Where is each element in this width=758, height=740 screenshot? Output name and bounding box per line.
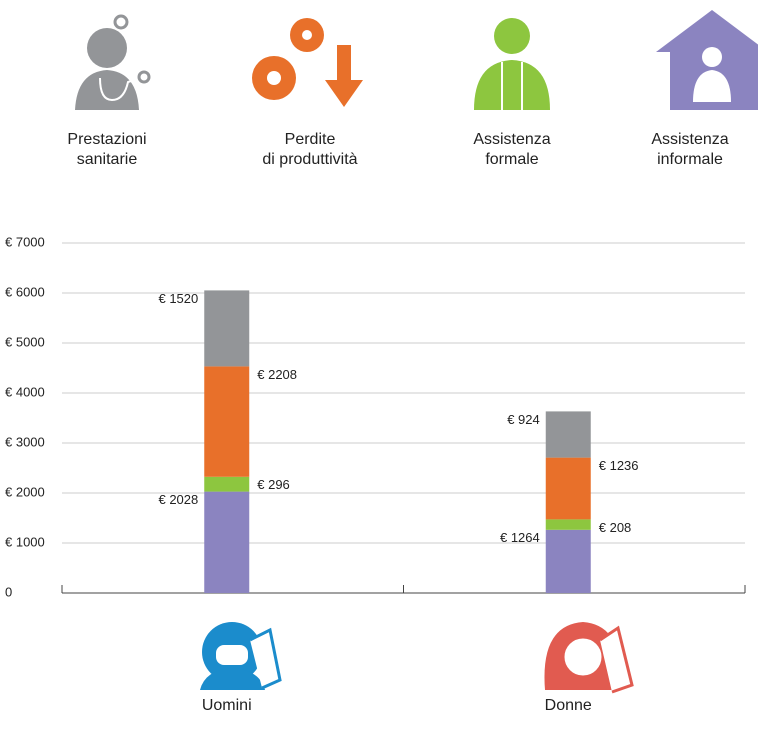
y-tick-label: € 4000	[5, 384, 45, 399]
man-icon	[200, 622, 282, 690]
y-tick-label: 0	[5, 584, 12, 599]
bar-segment	[545, 529, 591, 593]
value-label: € 2208	[257, 367, 297, 382]
value-label: € 1236	[599, 458, 639, 473]
value-label: € 2028	[158, 492, 198, 507]
doctor-icon	[75, 14, 151, 110]
woman-icon	[544, 622, 634, 694]
bar-segment	[204, 476, 250, 492]
legend-label: Assistenza formale	[473, 131, 551, 168]
bar-segment	[204, 491, 250, 593]
gears-icon	[252, 18, 363, 107]
legend-label: Assistenza informale	[651, 131, 729, 168]
bar-segment	[204, 366, 250, 477]
value-label: € 208	[599, 520, 632, 535]
y-tick-label: € 7000	[5, 234, 45, 249]
carer-icon	[474, 18, 550, 110]
y-tick-label: € 3000	[5, 434, 45, 449]
bar-segment	[545, 411, 591, 458]
category-label: Donne	[545, 697, 592, 714]
bar-segment	[545, 457, 591, 520]
y-tick-label: € 2000	[5, 484, 45, 499]
value-label: € 1520	[158, 291, 198, 306]
y-tick-label: € 6000	[5, 284, 45, 299]
bar-segment	[204, 290, 250, 367]
legend-label: Perdite di produttività	[262, 131, 358, 168]
house-icon	[656, 10, 758, 110]
legend-label: Prestazioni sanitarie	[67, 131, 147, 168]
value-label: € 1264	[500, 530, 540, 545]
value-label: € 296	[257, 477, 290, 492]
value-label: € 924	[507, 412, 540, 427]
bar-segment	[545, 519, 591, 530]
category-label: Uomini	[202, 697, 252, 714]
y-tick-label: € 5000	[5, 334, 45, 349]
y-tick-label: € 1000	[5, 534, 45, 549]
